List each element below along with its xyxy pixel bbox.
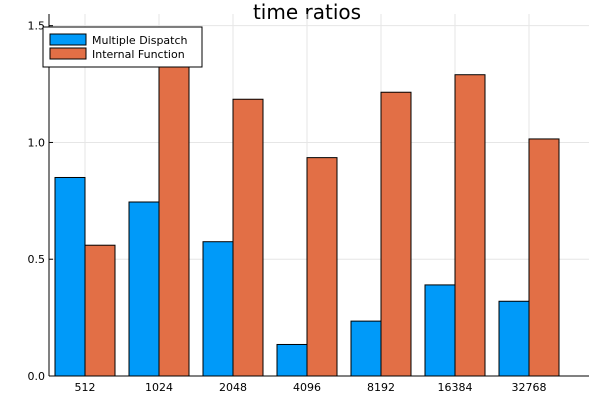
bar-internal-function-2048 (232, 98, 264, 377)
y-tick-label: 0.0 (28, 370, 46, 383)
x-tick-label: 8192 (367, 381, 395, 394)
axes: 0.0 0.5 1.0 1.5 512 1024 2048 4096 8192 16384 3276… (28, 14, 589, 394)
legend: Multiple Dispatch Internal Function (42, 26, 203, 68)
x-tick-label: 32768 (512, 381, 547, 394)
bar-internal-function-512 (84, 244, 116, 377)
bar-internal-function-1024 (158, 61, 190, 377)
bar-multiple-dispatch-2048 (202, 241, 234, 377)
bar-internal-function-32768 (528, 138, 560, 377)
x-tick-label: 1024 (145, 381, 173, 394)
bar-multiple-dispatch-4096 (276, 343, 308, 377)
x-tick-label: 512 (75, 381, 96, 394)
y-tick-label: 1.5 (28, 20, 46, 33)
legend-box (42, 26, 203, 68)
legend-swatch-multiple-dispatch (49, 33, 87, 46)
x-tick-label: 4096 (293, 381, 321, 394)
y-tick-label: 1.0 (28, 136, 46, 149)
bar-internal-function-8192 (380, 91, 412, 377)
y-tick-label: 0.5 (28, 253, 46, 266)
legend-label-internal-function: Internal Function (92, 48, 185, 61)
bar-multiple-dispatch-8192 (350, 320, 382, 377)
bar-multiple-dispatch-512 (54, 176, 86, 377)
bar-multiple-dispatch-1024 (128, 201, 160, 377)
x-tick-label: 2048 (219, 381, 247, 394)
bar-internal-function-4096 (306, 157, 338, 377)
x-tick-label: 16384 (438, 381, 473, 394)
bar-multiple-dispatch-32768 (498, 300, 530, 377)
bar-multiple-dispatch-16384 (424, 284, 456, 377)
bar-internal-function-16384 (454, 74, 486, 377)
legend-swatch-internal-function (49, 47, 87, 60)
legend-label-multiple-dispatch: Multiple Dispatch (92, 34, 188, 47)
